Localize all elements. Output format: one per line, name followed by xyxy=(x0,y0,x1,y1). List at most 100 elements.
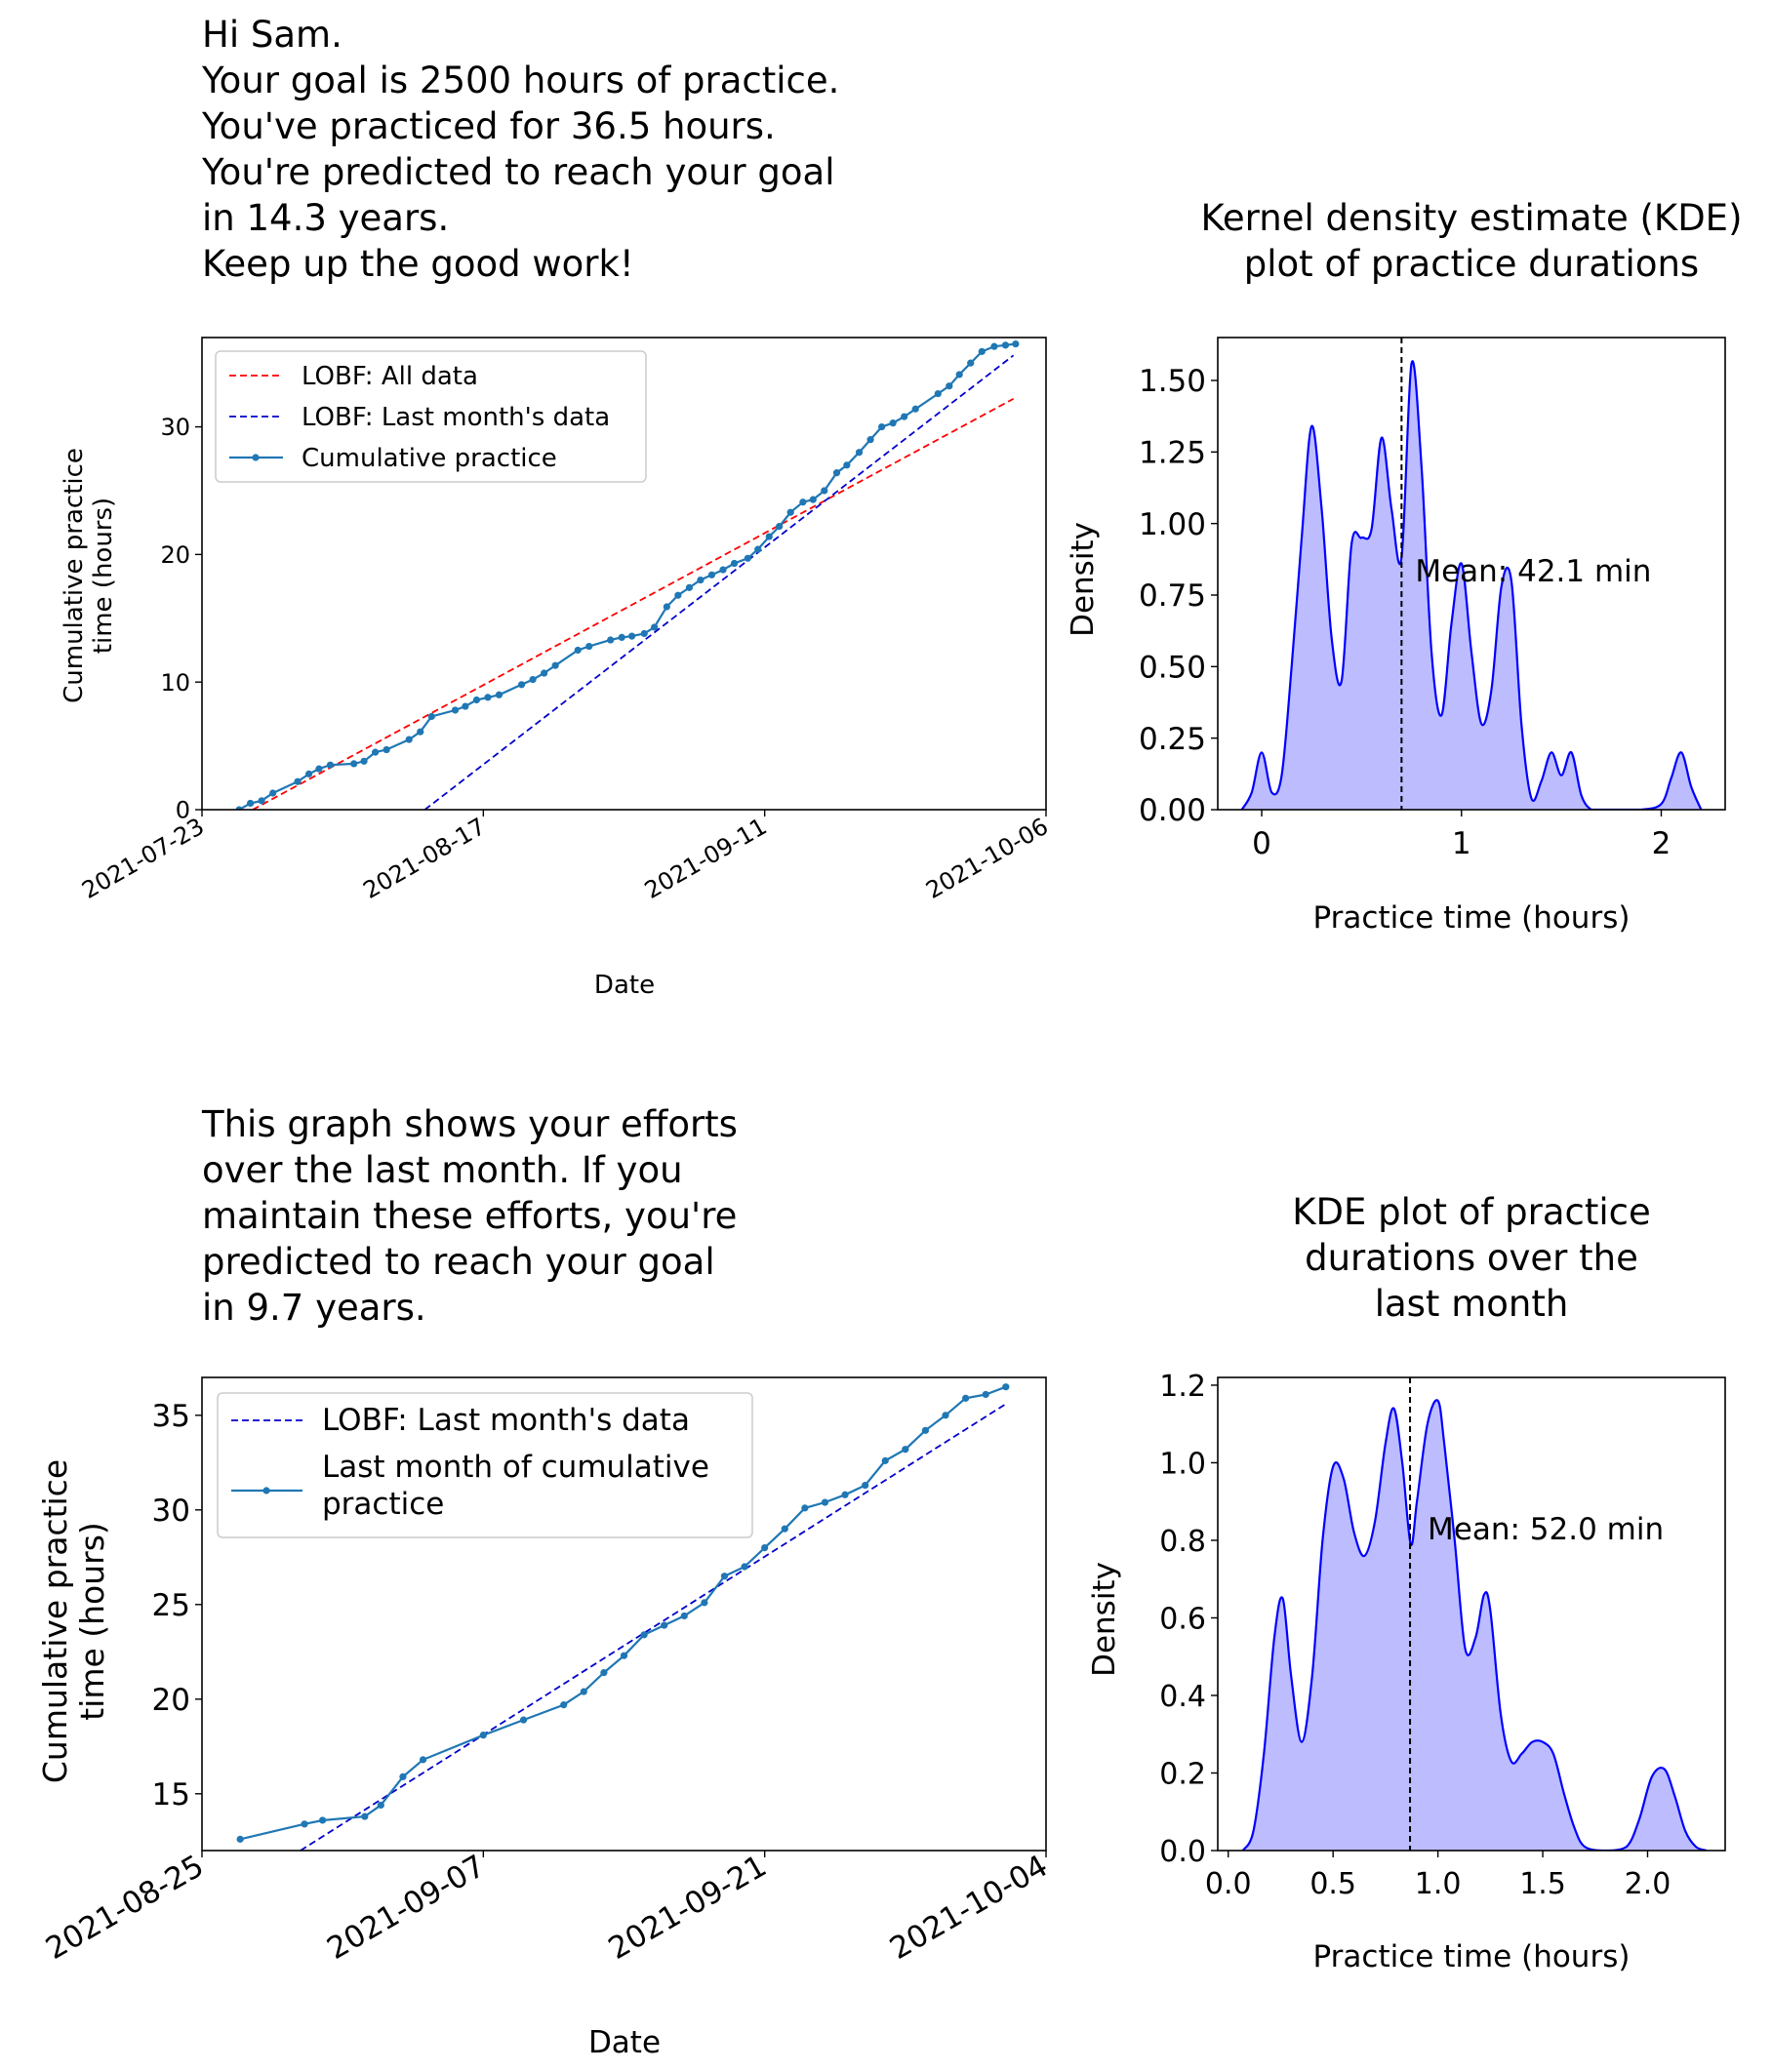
data-point xyxy=(580,1688,587,1695)
data-point xyxy=(921,1426,930,1434)
data-point xyxy=(246,799,255,808)
x-tick-label: 1.5 xyxy=(1519,1867,1566,1901)
plot-frame xyxy=(1217,337,1726,811)
text-line: practice xyxy=(322,1487,444,1522)
data-point xyxy=(707,571,716,578)
x-axis-label: Date xyxy=(594,971,655,1000)
x-tick-label: 1.0 xyxy=(1415,1867,1462,1901)
data-point xyxy=(862,1481,869,1490)
data-point xyxy=(301,1820,308,1828)
x-tick-label: 2021-10-04 xyxy=(884,1849,1054,1967)
data-point xyxy=(978,347,986,355)
text-line: KDE plot of practice xyxy=(1292,1191,1651,1233)
data-point xyxy=(462,702,469,710)
data-point xyxy=(697,576,705,584)
data-point xyxy=(878,422,886,431)
y-tick-label: 30 xyxy=(152,1494,190,1529)
y-tick-label: 35 xyxy=(152,1399,190,1434)
kde-fill xyxy=(1242,1400,1707,1851)
x-tick-label: 2021-08-25 xyxy=(40,1849,210,1967)
data-point xyxy=(990,342,998,350)
legend-marker xyxy=(252,454,260,461)
data-point xyxy=(955,371,963,379)
data-point xyxy=(551,661,559,669)
y-tick-label: 30 xyxy=(160,414,190,441)
x-tick-label: 0.5 xyxy=(1309,1867,1356,1901)
y-tick-label: 0.75 xyxy=(1139,578,1206,614)
x-tick-label: 2021-09-11 xyxy=(640,813,772,904)
x-tick-label: 1 xyxy=(1452,826,1471,861)
data-point xyxy=(451,706,460,714)
data-point xyxy=(618,633,625,642)
data-point xyxy=(744,554,751,562)
text-line: last month xyxy=(1375,1283,1569,1325)
data-point xyxy=(361,1813,369,1820)
x-tick-label: 2 xyxy=(1652,826,1671,861)
data-point xyxy=(730,559,739,568)
data-point xyxy=(911,405,919,413)
x-axis-label: Practice time (hours) xyxy=(1313,1939,1631,1974)
text-line: predicted to reach your goal xyxy=(202,1241,715,1283)
text-line: in 14.3 years. xyxy=(202,197,449,239)
data-point xyxy=(901,413,908,420)
data-point xyxy=(661,1621,668,1629)
data-point xyxy=(881,1456,889,1464)
last-month-text: This graph shows your efforts over the la… xyxy=(201,1103,738,1329)
text-line: in 9.7 years. xyxy=(202,1287,426,1329)
data-point xyxy=(946,382,953,390)
data-point xyxy=(236,1835,244,1843)
data-point xyxy=(843,461,851,469)
data-point xyxy=(620,1652,628,1659)
x-tick-label: 0.0 xyxy=(1205,1867,1252,1901)
y-axis-label: Cumulative practicetime (hours) xyxy=(36,1459,111,1783)
data-point xyxy=(235,806,243,810)
legend-label: LOBF: All data xyxy=(302,362,478,391)
summary-text: Hi Sam. Your goal is 2500 hours of practi… xyxy=(201,14,839,285)
legend: LOBF: All data LOBF: Last month's data Cum… xyxy=(215,350,647,483)
legend-label: Last month of cumulative practice xyxy=(322,1450,709,1522)
x-tick-label: 2021-09-07 xyxy=(321,1849,491,1967)
data-point xyxy=(1012,339,1020,348)
text-line: Cumulative practice xyxy=(36,1459,74,1783)
kde-last-month-chart: 0.0 0.2 0.4 0.6 0.8 1.0 1.2 0.0 0.5 1.0 1.5 2.0 Mean… xyxy=(1087,1370,1726,1974)
data-point xyxy=(809,496,817,503)
data-point xyxy=(962,1394,970,1402)
data-point xyxy=(889,419,897,427)
text-line: Keep up the good work! xyxy=(202,243,634,285)
data-point xyxy=(765,533,773,540)
legend-label: Cumulative practice xyxy=(302,444,557,473)
y-tick-label: 1.25 xyxy=(1139,435,1206,470)
text-line: You're predicted to reach your goal xyxy=(201,151,834,193)
data-point xyxy=(942,1412,949,1419)
y-tick-label: 0.50 xyxy=(1139,650,1206,685)
data-point xyxy=(560,1701,568,1709)
data-point xyxy=(685,583,693,591)
data-point xyxy=(294,777,302,785)
data-point xyxy=(719,566,727,574)
data-point xyxy=(315,765,323,773)
text-line: plot of practice durations xyxy=(1244,243,1699,285)
text-line: Hi Sam. xyxy=(202,14,342,56)
data-point xyxy=(304,770,313,777)
lobf-line xyxy=(423,354,1015,810)
y-tick-label: 1.2 xyxy=(1159,1370,1206,1404)
data-point xyxy=(627,632,636,640)
data-point xyxy=(585,642,593,651)
y-tick-label: 0.25 xyxy=(1139,722,1206,757)
y-tick-label: 1.50 xyxy=(1139,364,1206,399)
x-axis-label: Date xyxy=(588,2025,661,2060)
data-point xyxy=(674,591,682,599)
data-point xyxy=(419,1756,427,1764)
kde-all-chart: 0.00 0.25 0.50 0.75 1.00 1.25 1.50 0 1 2 Mean: 42.… xyxy=(1066,337,1726,936)
legend-box xyxy=(217,1392,753,1538)
x-tick-label: 0 xyxy=(1252,826,1271,861)
data-point xyxy=(640,629,648,638)
text-line: Cumulative practice xyxy=(60,448,89,703)
data-point xyxy=(754,545,762,553)
data-point xyxy=(776,523,784,531)
y-tick-label: 25 xyxy=(152,1588,190,1623)
plot-area xyxy=(235,339,1020,810)
data-point xyxy=(640,1631,648,1639)
text-line: time (hours) xyxy=(73,1522,111,1721)
